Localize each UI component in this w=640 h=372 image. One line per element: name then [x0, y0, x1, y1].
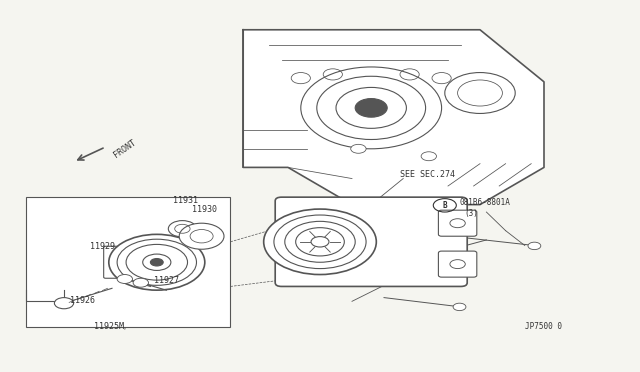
- Circle shape: [179, 223, 224, 249]
- FancyBboxPatch shape: [275, 197, 467, 286]
- Text: B: B: [442, 201, 447, 210]
- Text: 081B6-8801A: 081B6-8801A: [460, 198, 510, 207]
- Text: 11929: 11929: [90, 242, 115, 251]
- Text: 11926: 11926: [70, 296, 95, 305]
- Circle shape: [450, 219, 465, 228]
- Circle shape: [453, 303, 466, 311]
- Text: 11925M: 11925M: [94, 322, 124, 331]
- Text: 11927: 11927: [154, 276, 179, 285]
- Circle shape: [355, 99, 387, 117]
- Circle shape: [117, 275, 132, 283]
- Text: (3): (3): [464, 209, 478, 218]
- Circle shape: [150, 259, 163, 266]
- Circle shape: [528, 242, 541, 250]
- FancyBboxPatch shape: [104, 246, 127, 278]
- Polygon shape: [243, 30, 544, 205]
- Circle shape: [311, 237, 329, 247]
- Circle shape: [109, 234, 205, 290]
- Circle shape: [264, 209, 376, 275]
- Text: FRONT: FRONT: [112, 138, 138, 160]
- Circle shape: [54, 298, 74, 309]
- Circle shape: [133, 278, 148, 287]
- Circle shape: [351, 144, 366, 153]
- FancyBboxPatch shape: [438, 210, 477, 236]
- Text: SEE SEC.274: SEE SEC.274: [400, 170, 455, 179]
- Circle shape: [450, 260, 465, 269]
- Circle shape: [301, 67, 442, 149]
- Circle shape: [421, 152, 436, 161]
- FancyBboxPatch shape: [26, 197, 230, 327]
- Circle shape: [168, 221, 196, 237]
- FancyBboxPatch shape: [438, 251, 477, 277]
- Text: 11930: 11930: [192, 205, 217, 214]
- Circle shape: [445, 73, 515, 113]
- Text: 11931: 11931: [173, 196, 198, 205]
- Circle shape: [143, 254, 171, 270]
- Text: JP7500 0: JP7500 0: [525, 322, 562, 331]
